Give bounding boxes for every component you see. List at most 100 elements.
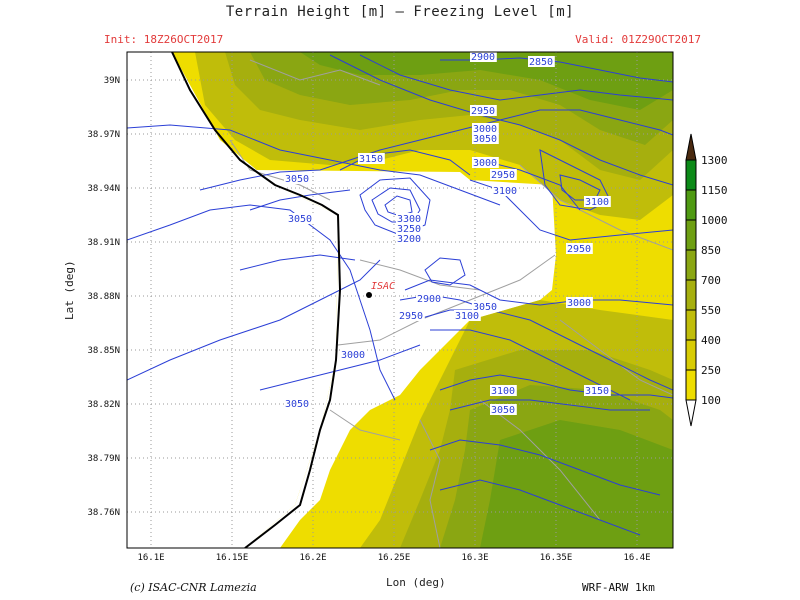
station-marker <box>366 292 372 298</box>
plot-title: Terrain Height [m] — Freezing Level [m] <box>225 4 575 20</box>
contour-label-bg <box>396 213 423 224</box>
y-tick-label: 38.94N <box>87 184 120 194</box>
contour-label: 2900 <box>471 52 495 63</box>
coastline <box>171 52 342 548</box>
valid-time: Valid: 01Z29OCT2017 <box>575 33 701 46</box>
colorbar-level-label: 100 <box>701 394 721 407</box>
colorbar-level-label: 250 <box>701 364 721 377</box>
x-tick-label: 16.4E <box>623 553 650 563</box>
colorbar-level-label: 1000 <box>701 214 728 227</box>
y-axis: 39N 38.97N 38.94N 38.91N 38.88N 38.85N 3… <box>87 76 120 518</box>
colorbar-swatch <box>685 339 697 371</box>
freezing-level-contours <box>127 54 673 536</box>
colorbar-swatch <box>685 369 697 401</box>
contour-label: 2950 <box>567 244 591 255</box>
x-axis-label: Lon (deg) <box>386 576 446 589</box>
credit-text: (c) ISAC-CNR Lamezia <box>130 581 257 594</box>
contour-label: 3050 <box>288 214 312 225</box>
contour-label-bg <box>398 310 425 321</box>
contour-label-bg <box>528 56 555 67</box>
contour-label-bg <box>472 301 499 312</box>
colorbar-level-label: 400 <box>701 334 721 347</box>
contour-label: 2850 <box>529 57 553 68</box>
contour-label: 3100 <box>491 386 515 397</box>
contour-label-bg <box>490 169 517 180</box>
terrain-band-850-north <box>300 52 673 110</box>
contour-label-bg <box>358 153 385 164</box>
colorbar: 1300 1150 1000 850 700 550 400 250 100 <box>685 133 728 427</box>
contour-label-bg <box>470 52 497 62</box>
contour-label-bg <box>284 398 311 409</box>
colorbar-swatch <box>685 279 697 311</box>
contour-label: 2950 <box>399 311 423 322</box>
x-tick-label: 16.15E <box>216 553 249 563</box>
y-tick-label: 38.82N <box>87 400 120 410</box>
model-name: WRF-ARW 1km <box>582 581 655 594</box>
y-tick-label: 38.85N <box>87 346 120 356</box>
contour-label-bg <box>284 173 311 184</box>
contour-label-bg <box>584 385 611 396</box>
contour-label: 3250 <box>397 224 421 235</box>
y-axis-label: Lat (deg) <box>63 260 76 320</box>
x-tick-label: 16.2E <box>299 553 326 563</box>
contour-label-bg <box>396 233 423 244</box>
x-tick-label: 16.3E <box>461 553 488 563</box>
colorbar-swatch <box>685 159 697 191</box>
contour-label-bg <box>490 385 517 396</box>
colorbar-swatch <box>685 219 697 251</box>
contour-label-bg <box>472 123 499 134</box>
init-time: Init: 18Z26OCT2017 <box>104 33 224 46</box>
contour-label: 3000 <box>341 350 365 361</box>
contour-label-bg <box>287 213 314 224</box>
contour-label-bg <box>492 185 519 196</box>
contour-label: 3200 <box>397 234 421 245</box>
contour-label-bg <box>470 105 497 116</box>
x-axis: 16.1E 16.15E 16.2E 16.25E 16.3E 16.35E 1… <box>137 553 650 563</box>
contour-label: 2900 <box>417 294 441 305</box>
x-tick-label: 16.35E <box>540 553 573 563</box>
contour-label: 3050 <box>285 399 309 410</box>
colorbar-level-label: 700 <box>701 274 721 287</box>
grid-lines <box>127 52 673 548</box>
y-tick-label: 39N <box>104 76 120 86</box>
contour-label: 3000 <box>567 298 591 309</box>
y-tick-label: 38.79N <box>87 454 120 464</box>
y-tick-label: 38.97N <box>87 130 120 140</box>
contour-label: 3050 <box>285 174 309 185</box>
contour-label-bg <box>584 196 611 207</box>
map-area: 2900 285029503000305031503050300029503100… <box>127 52 673 548</box>
colorbar-bottom-triangle <box>685 399 697 427</box>
colorbar-swatch <box>685 249 697 281</box>
contour-label: 2950 <box>491 170 515 181</box>
contour-label: 3050 <box>473 302 497 313</box>
x-tick-label: 16.1E <box>137 553 164 563</box>
contour-label-bg <box>472 133 499 144</box>
plot-frame <box>126 51 674 549</box>
contour-label-bg <box>396 223 423 234</box>
contour-label: 3050 <box>491 405 515 416</box>
colorbar-swatch <box>685 189 697 221</box>
contour-label: 3050 <box>473 134 497 145</box>
contour-label: 3100 <box>493 186 517 197</box>
y-tick-label: 38.88N <box>87 292 120 302</box>
low-terrain-white <box>245 170 556 548</box>
colorbar-top-triangle <box>685 133 697 161</box>
contour-labels: 2900 285029503000305031503050300029503100… <box>284 52 611 416</box>
y-tick-label: 38.76N <box>87 508 120 518</box>
contour-label-bg <box>340 349 367 360</box>
contour-label: 3150 <box>585 386 609 397</box>
contour-label: 3000 <box>473 158 497 169</box>
colorbar-level-label: 850 <box>701 244 721 257</box>
contour-label: 3000 <box>473 124 497 135</box>
contour-label-bg <box>566 243 593 254</box>
colorbar-level-label: 550 <box>701 304 721 317</box>
colorbar-level-label: 1300 <box>701 154 728 167</box>
y-tick-label: 38.91N <box>87 238 120 248</box>
contour-label-bg <box>454 310 481 321</box>
terrain-band-850-south <box>480 420 673 548</box>
contour-label-bg <box>490 404 517 415</box>
colorbar-swatch <box>685 309 697 341</box>
contour-label: 3300 <box>397 214 421 225</box>
contour-label: 3100 <box>585 197 609 208</box>
